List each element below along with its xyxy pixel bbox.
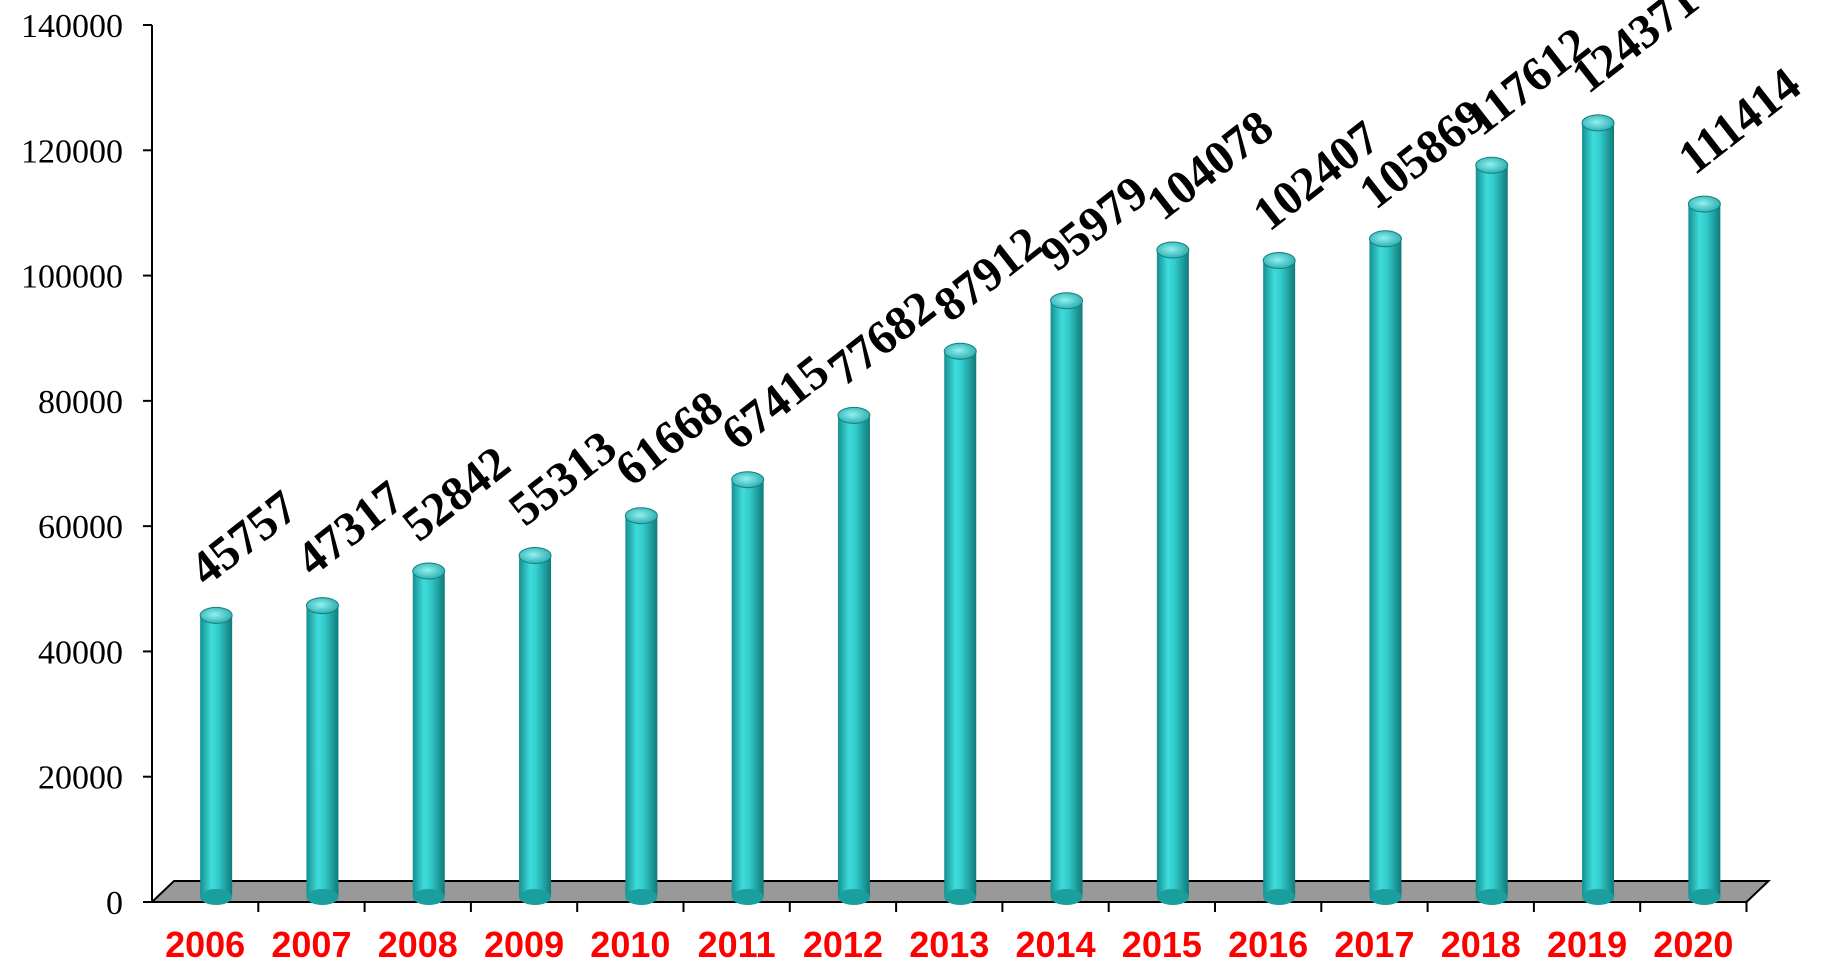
y-tick-label: 40000 (38, 634, 123, 671)
bar-cap (731, 471, 765, 489)
bar (1688, 204, 1721, 898)
bar-cap (837, 406, 871, 424)
x-tick-label: 2006 (165, 924, 245, 965)
bar-base (200, 889, 233, 905)
y-tick-label: 20000 (38, 760, 123, 797)
x-tick-label: 2018 (1441, 924, 1521, 965)
bar-base (1688, 889, 1721, 905)
x-tick-label: 2017 (1334, 924, 1414, 965)
x-tick-label: 2008 (378, 924, 458, 965)
bar-cap (1050, 292, 1084, 310)
y-tick-label: 80000 (38, 384, 123, 421)
y-tick-label: 0 (106, 885, 123, 922)
data-label: 111414 (1668, 58, 1810, 185)
bar (1475, 165, 1508, 898)
bar (306, 605, 339, 897)
bar-cap (1262, 251, 1296, 269)
bar (837, 415, 870, 897)
bar (1582, 122, 1615, 897)
bar-cap (412, 562, 446, 580)
bar-base (1475, 889, 1508, 905)
bar (1263, 260, 1296, 897)
y-tick-label: 100000 (21, 259, 123, 296)
bar (412, 570, 445, 897)
bar-base (519, 889, 552, 905)
data-label: 55313 (499, 421, 626, 537)
data-label: 87912 (924, 216, 1051, 332)
x-tick-label: 2015 (1122, 924, 1202, 965)
bar (1156, 250, 1189, 898)
bar (519, 555, 552, 897)
bar-base (1156, 889, 1189, 905)
bar-base (1582, 889, 1615, 905)
x-tick-label: 2011 (698, 924, 776, 965)
data-label: 45757 (180, 480, 307, 596)
bar-cap (199, 606, 233, 624)
bar-base (412, 889, 445, 905)
bar-base (625, 889, 658, 905)
x-tick-label: 2010 (590, 924, 670, 965)
bar-cap (1368, 230, 1402, 248)
bar-cap (624, 507, 658, 525)
bar (1050, 300, 1083, 897)
bar-cap (1156, 241, 1190, 259)
bar-base (306, 889, 339, 905)
y-tick-label: 60000 (38, 509, 123, 546)
data-label: 47317 (287, 471, 414, 587)
bar-base (1369, 889, 1402, 905)
bar-cap (305, 597, 339, 615)
x-tick-label: 2019 (1547, 924, 1627, 965)
bar-cap (943, 342, 977, 360)
bar-base (944, 889, 977, 905)
data-label: 95979 (1031, 166, 1158, 282)
chart-labels: 2006457572007473172008528422009553132010… (165, 0, 1810, 965)
y-tick-label: 120000 (21, 133, 123, 170)
bar (200, 615, 233, 897)
data-label: 124371 (1562, 0, 1708, 104)
bar (625, 515, 658, 897)
x-tick-label: 2016 (1228, 924, 1308, 965)
data-label: 61668 (605, 381, 732, 497)
data-label: 67415 (712, 345, 839, 461)
chart-bars (199, 114, 1721, 905)
bar-cap (1581, 114, 1615, 132)
x-tick-label: 2007 (271, 924, 351, 965)
bar-cap (1687, 195, 1721, 213)
x-tick-label: 2014 (1016, 924, 1096, 965)
data-label: 77682 (818, 280, 945, 396)
y-tick-label: 140000 (21, 8, 123, 45)
bar (1369, 238, 1402, 897)
bar-base (731, 889, 764, 905)
x-tick-label: 2012 (803, 924, 883, 965)
bar-cap (1475, 156, 1509, 174)
x-tick-label: 2020 (1653, 924, 1733, 965)
x-tick-label: 2013 (909, 924, 989, 965)
bar (731, 479, 764, 897)
x-tick-label: 2009 (484, 924, 564, 965)
bar-base (837, 889, 870, 905)
bar-cap (518, 547, 552, 565)
bar (944, 351, 977, 897)
bar-base (1263, 889, 1296, 905)
chart-axes: 0 20000 40000 60000 80000 100000 120000 140000 (21, 8, 1748, 922)
bar-base (1050, 889, 1083, 905)
